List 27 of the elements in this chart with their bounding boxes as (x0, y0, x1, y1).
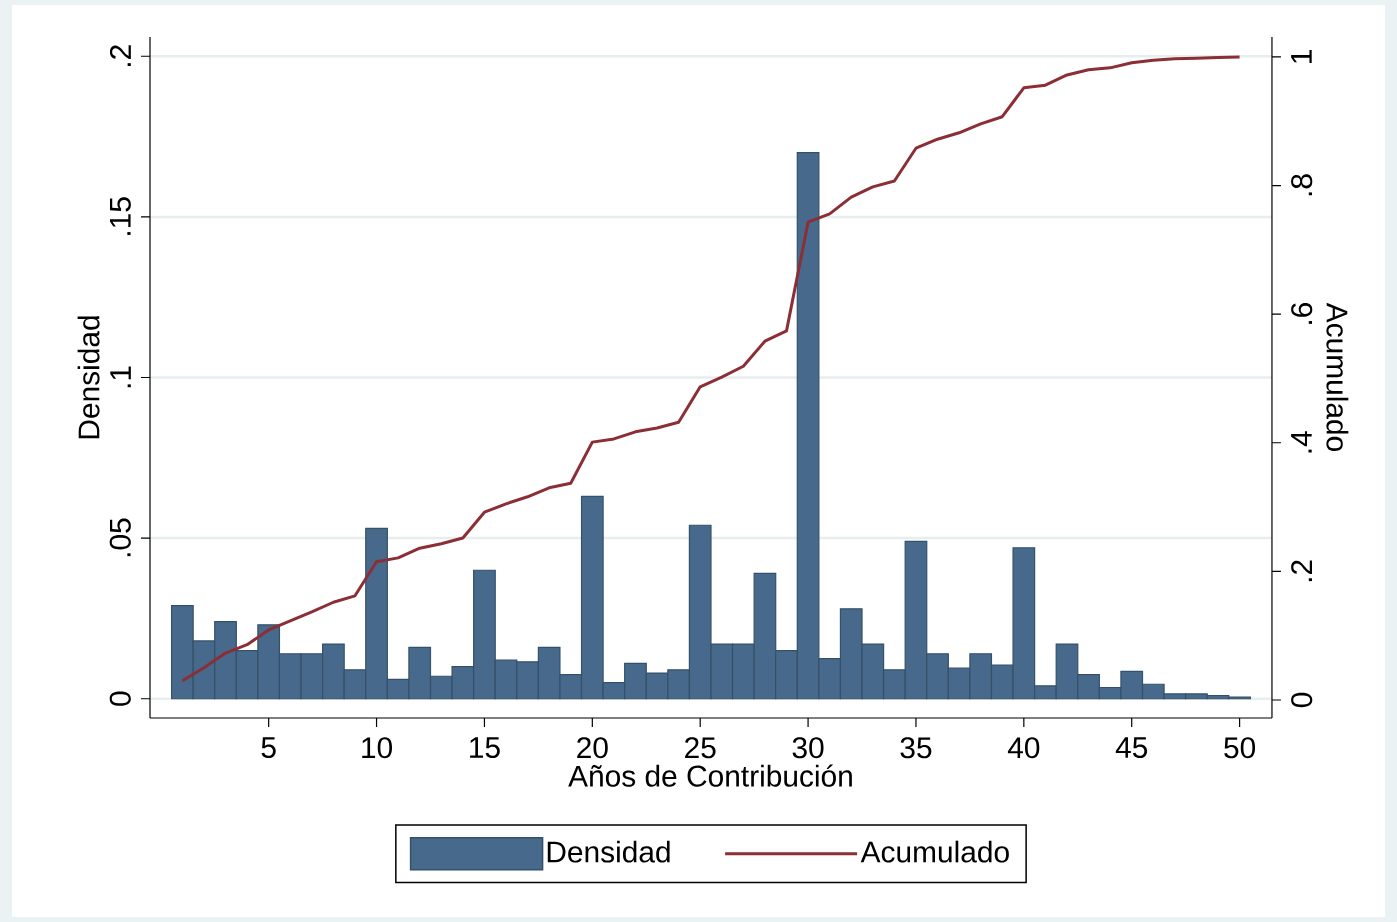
x-tick-label: 10 (362, 737, 392, 759)
x-tick-label: 40 (1007, 737, 1040, 759)
y2-tick-label: 1 (1291, 50, 1312, 63)
y2-tick-label: 0 (1291, 692, 1313, 708)
y2-tick-label: .8 (1291, 174, 1313, 196)
x-axis-title: Años de Contribución (568, 764, 852, 787)
x-tick-label: 50 (1224, 737, 1256, 759)
x-tick-label: 15 (470, 737, 500, 759)
x-tick-label: 25 (685, 737, 716, 759)
x-tick-label: 45 (1115, 737, 1148, 759)
x-tick-label: 5 (261, 737, 276, 759)
y2-tick-label: .6 (1291, 302, 1313, 324)
y2-tick-label: .2 (1291, 560, 1312, 582)
y-tick-label: .1 (110, 366, 131, 388)
y2-axis-title: Acumulado (1326, 302, 1349, 451)
y-tick-label: 0 (109, 691, 131, 706)
x-tick-label: 20 (577, 737, 608, 759)
legend-label: Densidad (547, 840, 670, 863)
y-tick-label: .15 (109, 197, 131, 235)
y-tick-label: .05 (109, 518, 131, 557)
x-tick-label: 30 (792, 737, 824, 759)
y-axis-title: Densidad (77, 316, 100, 439)
y-tick-label: .2 (109, 45, 131, 66)
line-series (180, 55, 1242, 683)
legend-label: Acumulado (860, 840, 1009, 863)
y2-tick-label: .4 (1291, 431, 1312, 453)
x-tick-label: 35 (900, 737, 932, 759)
